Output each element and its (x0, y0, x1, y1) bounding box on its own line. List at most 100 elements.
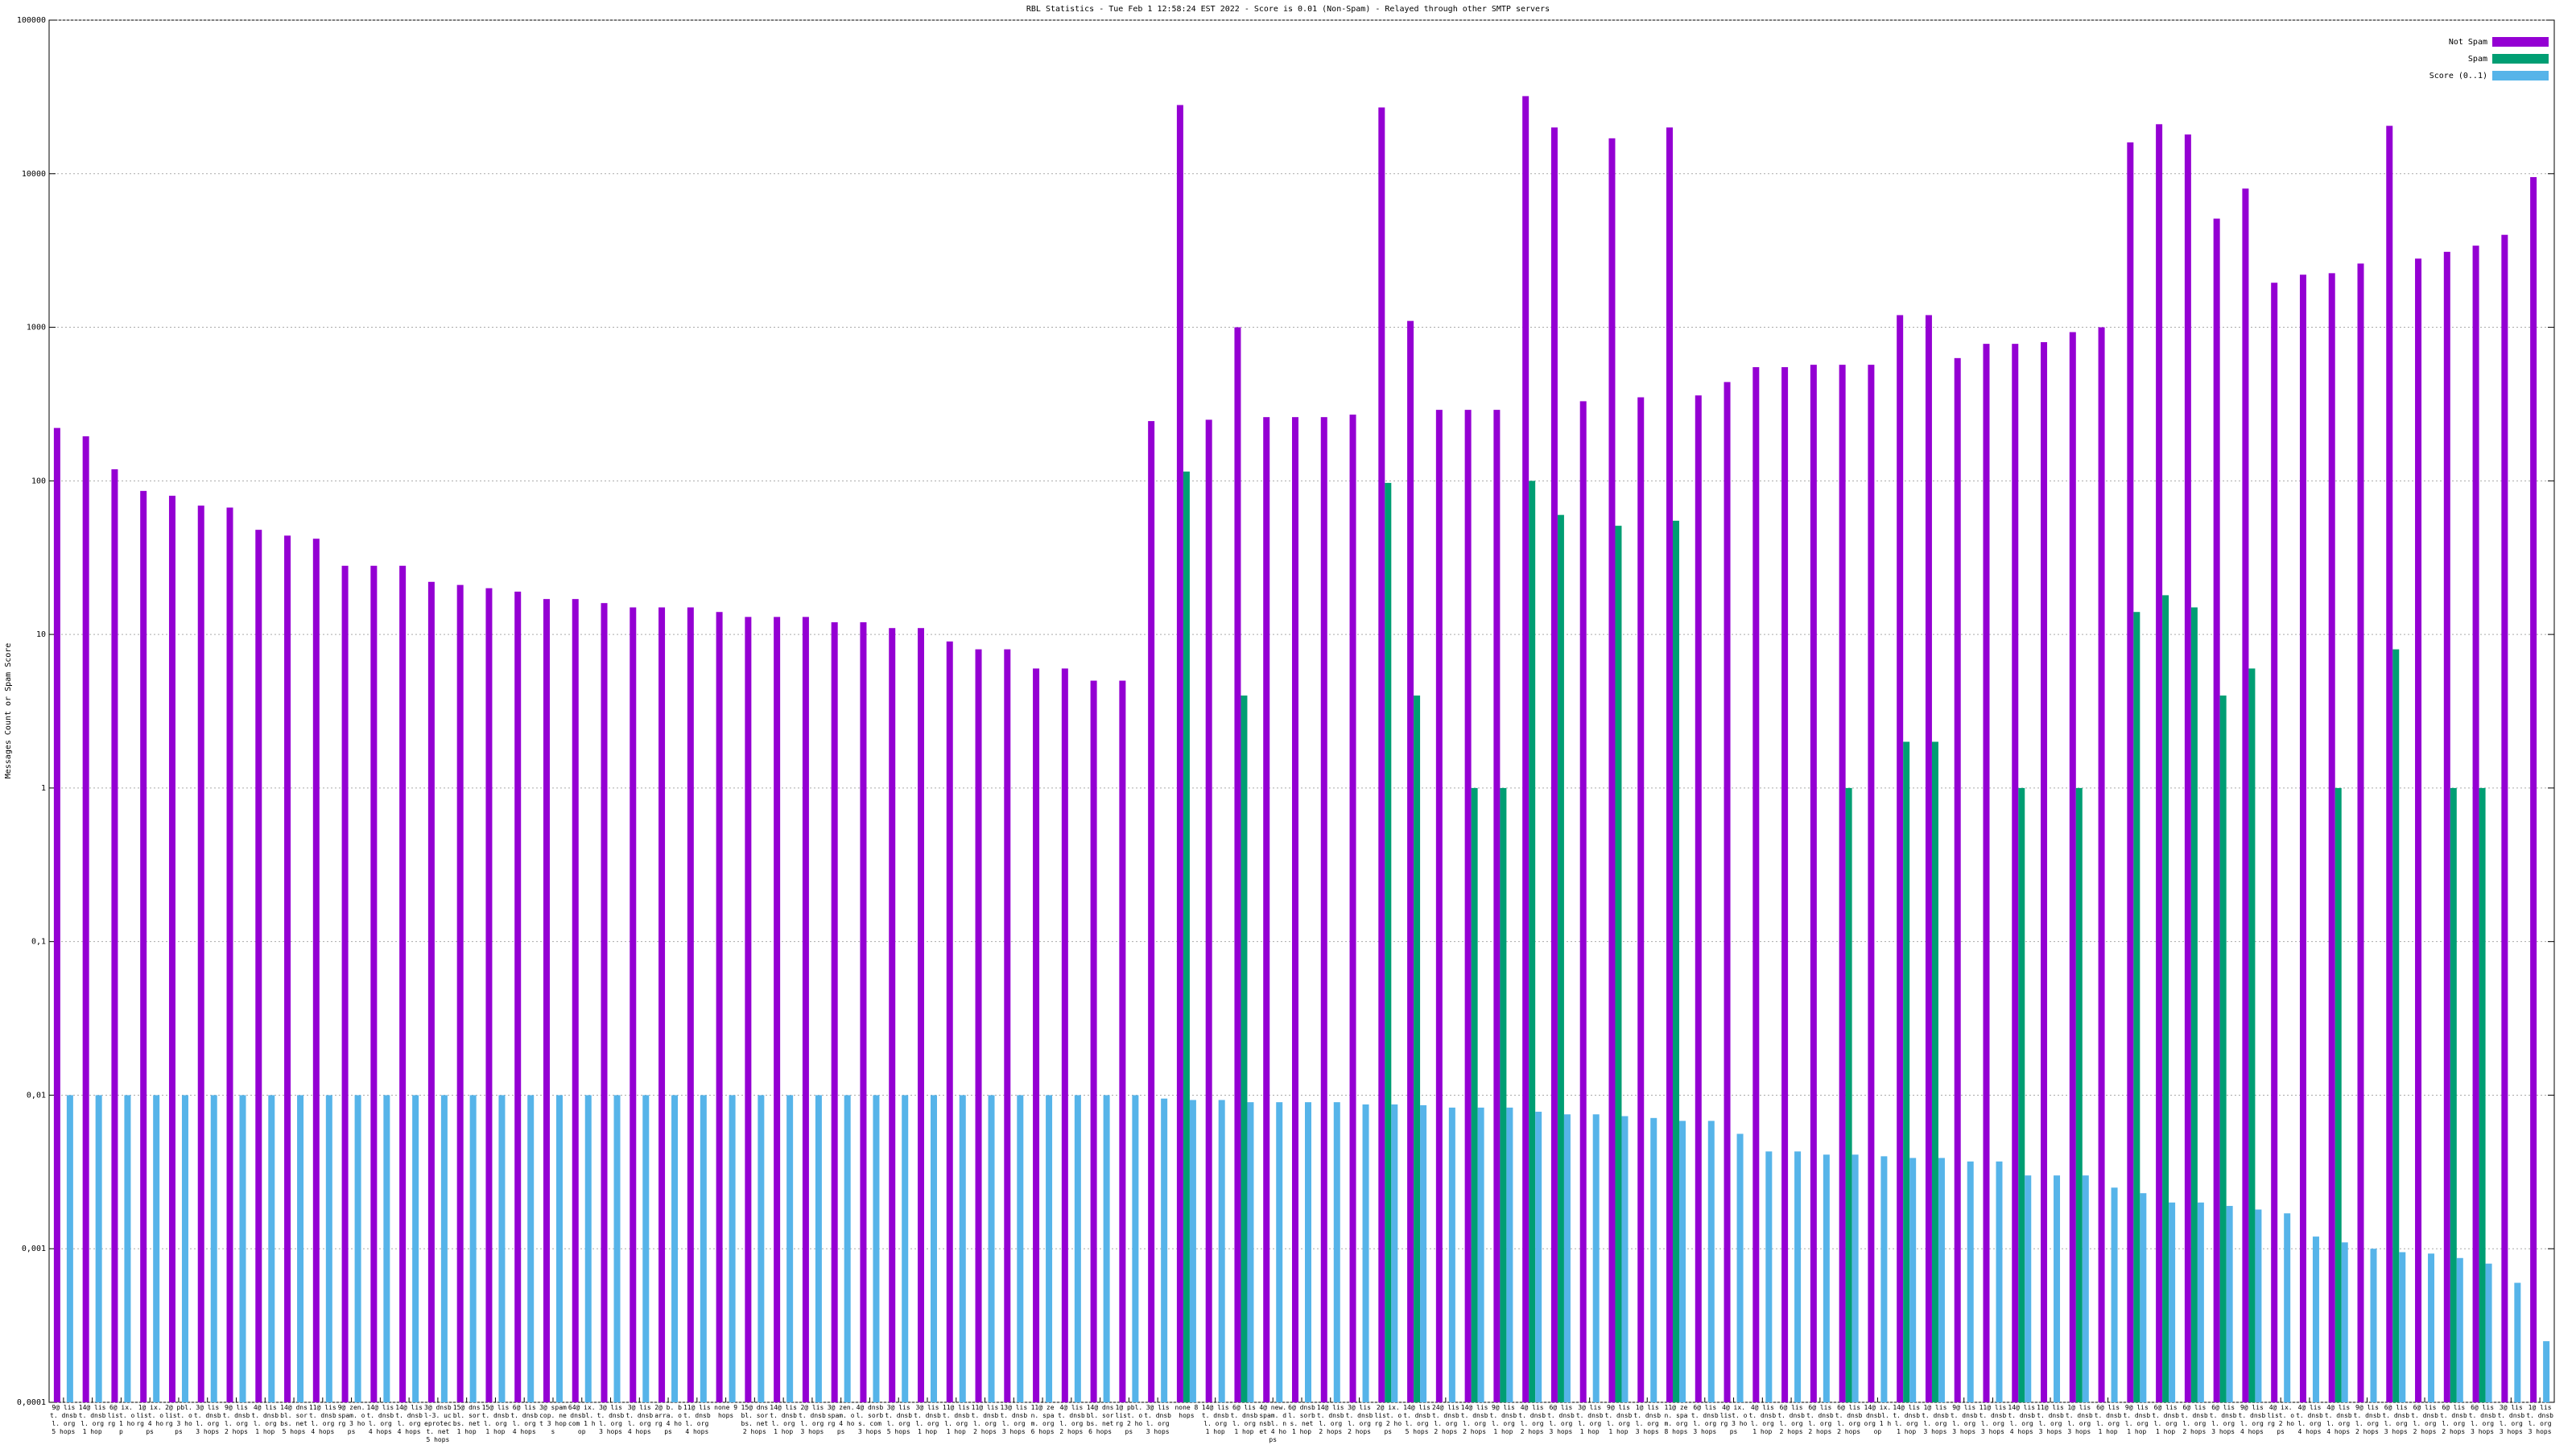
x-tick-label: 4@ ix. list. org 2 hops (2267, 1404, 2295, 1435)
bar (802, 617, 809, 1402)
bar (1407, 320, 1414, 1403)
bar (1925, 315, 1932, 1403)
bar (2098, 327, 2105, 1402)
bar (325, 1095, 332, 1402)
bar (1673, 520, 1680, 1402)
bar (2501, 234, 2508, 1402)
x-tick-label: 14@ list. dnsbl. org 4 hops (395, 1404, 423, 1435)
x-tick-label: 4@ list. dnsbl. org 2 hops (1057, 1404, 1085, 1435)
x-tick-label: 6@ list. dnsbl. org 3 hops (2209, 1404, 2237, 1435)
bar (831, 622, 838, 1402)
bar (2184, 134, 2191, 1403)
bar (2479, 787, 2486, 1402)
bar (2271, 283, 2278, 1402)
bar (210, 1095, 217, 1402)
x-tick-label: 11@ zen. spam. org 8 hops (1664, 1404, 1688, 1435)
bar (312, 539, 320, 1402)
bar (2069, 332, 2076, 1402)
bar (1535, 1112, 1542, 1402)
bar (729, 1095, 736, 1402)
legend-label: Score (0..1) (2429, 72, 2487, 80)
bar (630, 607, 637, 1402)
bar (1247, 1102, 1254, 1402)
x-tick-label: 1@ list. dnsbl. org 3 hops (2065, 1404, 2093, 1435)
x-tick-label: 9@ list. dnsbl. org 4 hops (2238, 1404, 2266, 1435)
bar (1241, 696, 1248, 1402)
bar (1679, 1121, 1686, 1402)
bar (2162, 595, 2169, 1402)
x-tick-label: 6@ list. dnsbl. org 2 hops (1835, 1404, 1863, 1435)
x-tick-label: 14@ list. dnsbl. org 1 hop (1201, 1404, 1229, 1435)
x-tick-label: 4@ dnsbl. sorbs. com 3 hops (856, 1404, 884, 1435)
x-tick-label: 14@ list. dnsbl. org 2 hops (1316, 1404, 1344, 1435)
bar (1615, 526, 1622, 1402)
x-tick-label: 6@ list. dnsbl. org 1 hop (2152, 1404, 2179, 1435)
bar (988, 1095, 995, 1402)
bar (456, 584, 464, 1402)
x-tick-label: 1@ pbl. list. org 2 hops (1115, 1404, 1143, 1435)
bar (1349, 415, 1356, 1402)
bar (1435, 410, 1443, 1403)
x-tick-label: 6@ list. dnsbl. org 1 hop (1230, 1404, 1258, 1435)
bar (111, 469, 118, 1402)
bar (226, 507, 233, 1402)
bar (2075, 787, 2083, 1402)
bar (2456, 1257, 2463, 1402)
bar (584, 1095, 592, 1402)
x-tick-label: 3@ list. dnsbl. org 1 hop (914, 1404, 941, 1435)
bar (1637, 397, 1645, 1402)
bar (1362, 1104, 1369, 1402)
bar (1333, 1102, 1340, 1402)
bar (1794, 1151, 1802, 1402)
bar (354, 1095, 361, 1402)
x-tick-label: 14@ list. dnsbl. org 4 hops (366, 1404, 394, 1435)
bar (2299, 275, 2306, 1403)
bar (1550, 127, 1558, 1403)
bar (959, 1095, 966, 1402)
x-tick-label: 15@ dnsbl. sorbs. net 2 hops (741, 1404, 769, 1435)
x-tick-label: 9@ list. dnsbl. org 1 hop (1604, 1404, 1633, 1435)
x-tick-label: 11@ list. dnsbl. org 1 hop (942, 1404, 970, 1435)
x-tick-label: 1@ ix. list. org 4 hops (136, 1404, 164, 1435)
bar (1579, 401, 1587, 1403)
bar (2082, 1175, 2089, 1402)
bar (917, 628, 924, 1402)
x-tick-label: 4@ list. dnsbl. org 1 hop (251, 1404, 279, 1435)
plot-frame (48, 19, 2555, 1403)
bar (2514, 1282, 2521, 1402)
bar (1276, 1102, 1283, 1402)
bar (930, 1095, 937, 1402)
x-tick-label: 1@ list. dnsbl. org 3 hops (2526, 1404, 2553, 1435)
bar (658, 607, 666, 1402)
bar (2213, 218, 2220, 1402)
bar (1074, 1095, 1081, 1402)
bar (2284, 1213, 2291, 1402)
y-tick-label: 1000 (27, 324, 46, 332)
bar (1119, 680, 1126, 1402)
bar (1189, 1100, 1196, 1402)
bar (1148, 421, 1155, 1402)
x-tick-label: 1@ list. dnsbl. org 3 hops (1633, 1404, 1662, 1435)
y-tick-label: 10000 (22, 170, 46, 179)
bar (2156, 124, 2163, 1402)
bar (153, 1095, 160, 1402)
bar (268, 1095, 275, 1402)
x-tick-label: 3@ spamcop. net 3 hops (539, 1404, 567, 1435)
legend-label: Spam (2468, 55, 2487, 64)
bar (2472, 246, 2479, 1403)
y-tick-label: 1 (41, 784, 46, 793)
bar (975, 649, 982, 1402)
x-tick-label: 14@ list. dnsbl. org 1 hop (1893, 1404, 1921, 1435)
bar (1046, 1095, 1053, 1402)
bar (1004, 649, 1011, 1402)
chart-title: RBL Statistics - Tue Feb 1 12:58:24 EST … (1026, 5, 1550, 14)
x-tick-label: 3@ zen. spam. org 4 hops (827, 1404, 855, 1435)
bar (1931, 741, 1938, 1402)
x-tick-label: 14@ dnsbl. sorbs. net 5 hops (280, 1404, 308, 1435)
x-tick-label: 6@ list. dnsbl. org 3 hops (2468, 1404, 2496, 1435)
x-tick-label: 9@ list. dnsbl. org 1 hop (1489, 1404, 1517, 1435)
bar (1132, 1095, 1139, 1402)
bar (1506, 1107, 1513, 1402)
x-tick-label: 9@ list. dnsbl. org 2 hops (222, 1404, 250, 1435)
bar (1967, 1161, 1974, 1402)
